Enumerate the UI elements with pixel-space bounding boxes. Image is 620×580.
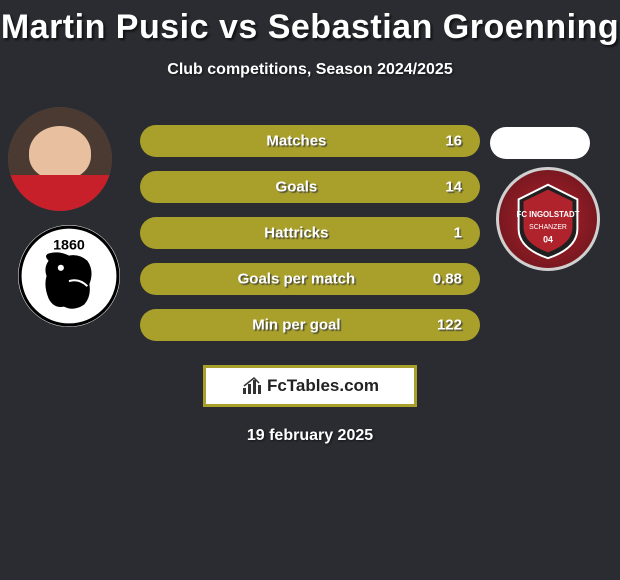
club-1860-icon: 1860 — [18, 225, 120, 327]
stat-row: Goals 14 — [140, 171, 480, 203]
watermark-text: FcTables.com — [267, 376, 379, 396]
stat-row: Matches 16 — [140, 125, 480, 157]
svg-text:1860: 1860 — [53, 237, 85, 253]
date-text: 19 february 2025 — [0, 427, 620, 445]
club-badge-right: FC INGOLSTADT SCHANZER 04 — [496, 167, 600, 271]
club-ingolstadt-icon: FC INGOLSTADT SCHANZER 04 — [499, 170, 597, 273]
stat-label: Matches — [266, 133, 326, 150]
stat-label: Goals per match — [238, 271, 356, 288]
stat-value: 122 — [437, 317, 462, 334]
player-face-placeholder — [8, 107, 112, 211]
page-subtitle: Club competitions, Season 2024/2025 — [0, 61, 620, 79]
stat-value: 16 — [445, 133, 462, 150]
player-left-photo — [8, 107, 112, 211]
club-badge-left: 1860 — [18, 225, 120, 327]
stat-label: Hattricks — [264, 225, 328, 242]
comparison-area: 1860 FC INGOLSTADT SCHANZER 04 Matches 1… — [0, 107, 620, 357]
stat-value: 0.88 — [433, 271, 462, 288]
page-title: Martin Pusic vs Sebastian Groenning — [0, 0, 620, 47]
stat-row: Hattricks 1 — [140, 217, 480, 249]
stat-value: 1 — [454, 225, 462, 242]
stat-row: Min per goal 122 — [140, 309, 480, 341]
svg-text:FC INGOLSTADT: FC INGOLSTADT — [517, 210, 580, 219]
watermark: FcTables.com — [203, 365, 417, 407]
svg-text:SCHANZER: SCHANZER — [529, 224, 567, 231]
stat-bars: Matches 16 Goals 14 Hattricks 1 Goals pe… — [140, 125, 480, 355]
player-right-photo — [490, 127, 590, 159]
stat-label: Min per goal — [252, 317, 340, 334]
stat-label: Goals — [276, 179, 318, 196]
stat-row: Goals per match 0.88 — [140, 263, 480, 295]
stat-value: 14 — [445, 179, 462, 196]
bar-chart-icon — [241, 376, 265, 396]
svg-text:04: 04 — [543, 235, 553, 245]
